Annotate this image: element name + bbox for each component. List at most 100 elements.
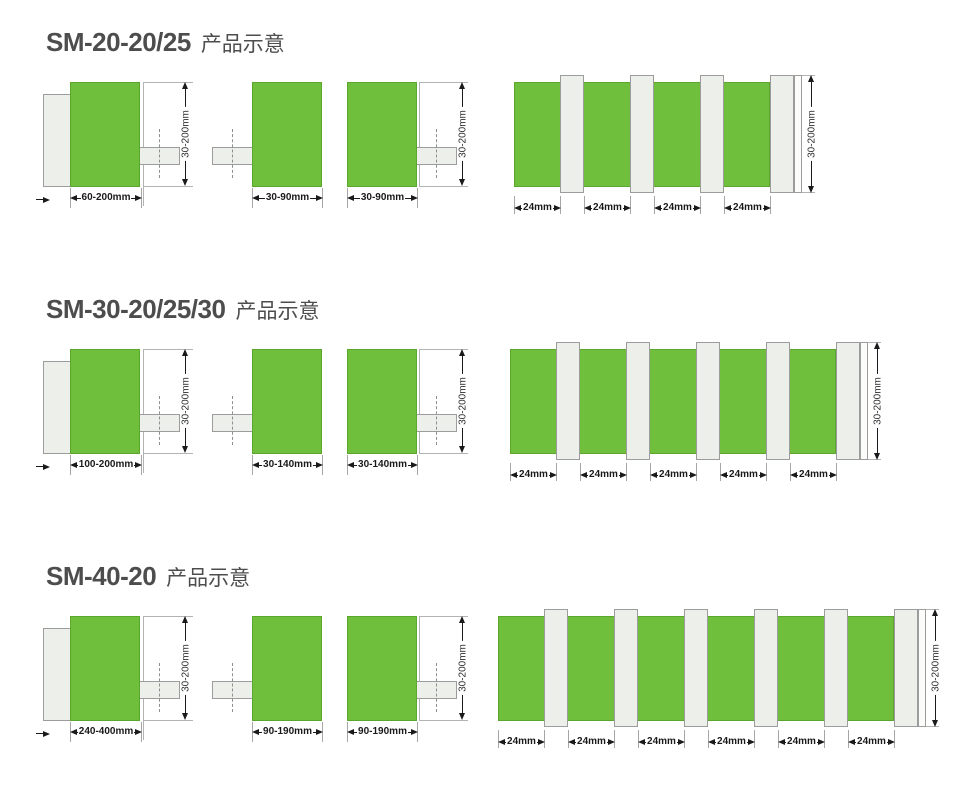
dimension-line: [77, 464, 78, 466]
dimension-line: [552, 207, 554, 209]
front-body: [70, 616, 140, 721]
arrow-right-icon: [764, 205, 771, 211]
side-height-dimension: 30-200mm: [455, 82, 470, 186]
arrow-left-icon: [778, 739, 785, 745]
arrow-head: [43, 730, 50, 737]
dimension-line: [746, 741, 748, 743]
dimension-line: [354, 197, 360, 199]
arrow-right-icon: [748, 739, 755, 745]
front-body: [70, 349, 140, 454]
arrow-left-icon: [510, 472, 517, 478]
dimension-line: [816, 741, 818, 743]
side-centerline: [232, 396, 233, 445]
dimension-line: [536, 741, 538, 743]
arrow-down-icon: [459, 446, 465, 453]
front-height-dimension: 30-200mm: [178, 82, 193, 186]
dimension-line: [731, 207, 733, 209]
arrow-right-icon: [624, 205, 631, 211]
segment-width-label: 24mm: [589, 469, 618, 480]
side-body: [252, 616, 322, 721]
arrow-left-icon: [568, 739, 575, 745]
side-width-dimension: 30-140mm: [347, 459, 419, 471]
dimension-line: [606, 741, 608, 743]
height-label: 30-200mm: [180, 107, 191, 161]
array-height-dimension: 30-200mm: [928, 609, 943, 727]
direction-arrow-icon: [36, 463, 50, 470]
front-width-dimension: 100-200mm: [70, 459, 143, 471]
arrow-left-icon: [790, 472, 797, 478]
arrow-head: [43, 196, 50, 203]
arrow-right-icon: [316, 462, 324, 468]
segment-width-dimension: 24mm: [708, 736, 755, 748]
arrow-down-icon: [459, 179, 465, 186]
segment-width-dimension: 24mm: [848, 736, 895, 748]
side-width-dimension: 90-190mm: [252, 726, 324, 738]
array-end-cap: [794, 75, 802, 193]
extension-line: [419, 453, 468, 454]
dimension-line: [591, 207, 593, 209]
dimension-line: [77, 731, 78, 733]
extension-line: [143, 616, 193, 617]
segment-width-dimension: 24mm: [514, 202, 561, 214]
arrow-left-icon: [347, 462, 354, 468]
segment-width-label: 24mm: [663, 202, 692, 213]
side-centerline: [436, 396, 437, 445]
segment-width-dimension: 24mm: [584, 202, 631, 214]
arrow-left-icon: [252, 195, 259, 201]
extension-line: [143, 186, 193, 187]
side-centerline: [436, 129, 437, 178]
width-label: 30-140mm: [358, 459, 407, 470]
arrow-left-icon: [252, 729, 259, 735]
arrow-right-icon: [316, 195, 324, 201]
dimension-line: [688, 474, 690, 476]
title-suffix: 产品示意: [235, 300, 320, 323]
arrow-right-icon: [888, 739, 895, 745]
array-divider-strip: [556, 342, 580, 460]
arrow-right-icon: [760, 472, 767, 478]
arrow-up-icon: [932, 609, 938, 616]
dimension-line: [661, 207, 663, 209]
extension-line: [419, 82, 420, 187]
width-label: 90-190mm: [263, 726, 312, 737]
segment-width-dimension: 24mm: [720, 469, 767, 481]
title-suffix: 产品示意: [200, 33, 285, 56]
extension-line: [143, 349, 193, 350]
dimension-line: [259, 197, 265, 199]
dimension-line: [758, 474, 760, 476]
extension-line: [143, 616, 144, 740]
array-divider-strip: [754, 609, 778, 727]
extension-line: [143, 82, 193, 83]
dimension-line: [587, 474, 589, 476]
front-centerline: [159, 663, 160, 712]
arrow-left-icon: [848, 739, 855, 745]
dimension-line: [727, 474, 729, 476]
array-divider-strip: [766, 342, 790, 460]
segment-width-dimension: 24mm: [654, 202, 701, 214]
front-back-plate: [43, 628, 71, 721]
dimension-line: [575, 741, 577, 743]
dimension-line: [312, 464, 317, 466]
arrow-right-icon: [830, 472, 837, 478]
segment-width-label: 24mm: [593, 202, 622, 213]
arrow-shaft: [36, 199, 43, 200]
dimension-line: [259, 464, 263, 466]
side-centerline: [232, 129, 233, 178]
side-body: [252, 349, 322, 454]
arrow-right-icon: [690, 472, 697, 478]
arrow-left-icon: [347, 195, 354, 201]
extension-line: [143, 720, 193, 721]
extension-line: [419, 616, 468, 617]
arrow-right-icon: [316, 729, 324, 735]
side-body: [347, 82, 417, 187]
dimension-line: [405, 197, 412, 199]
segment-width-dimension: 24mm: [724, 202, 771, 214]
segment-width-label: 24mm: [857, 736, 886, 747]
array-height-dimension: 30-200mm: [804, 75, 819, 193]
front-back-plate: [43, 94, 71, 187]
dimension-line: [521, 207, 523, 209]
product-section: SM-30-20/25/30 产品示意 30-200mm 100-: [0, 267, 980, 534]
arrow-up-icon: [459, 616, 465, 623]
arrow-left-icon: [654, 205, 661, 211]
array-divider-strip: [630, 75, 654, 193]
